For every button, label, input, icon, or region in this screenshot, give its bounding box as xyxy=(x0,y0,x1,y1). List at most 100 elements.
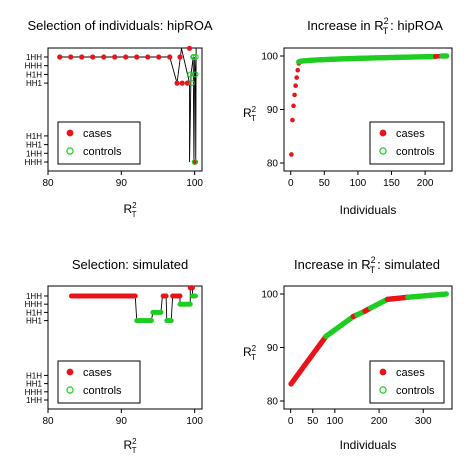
y-tick-label: HHH xyxy=(25,62,43,71)
point-cases xyxy=(156,54,162,60)
point-cases xyxy=(179,80,185,86)
x-axis-label: Individuals xyxy=(340,203,397,217)
x-axis-label: R2 T xyxy=(123,201,137,219)
point-cases xyxy=(177,293,183,299)
point-controls xyxy=(187,71,194,78)
y-tick-label: HH1 xyxy=(26,317,43,326)
y-axis-label: R2 T xyxy=(243,344,257,362)
panel-selection-hiproa: Selection of individuals: hipROA 80 90 100… xyxy=(25,18,213,219)
point-cases xyxy=(123,54,129,60)
x-axis: 0 50 100 200 300 xyxy=(288,409,432,427)
legend-marker-cases xyxy=(379,368,387,376)
legend-box xyxy=(369,360,445,404)
point-cases xyxy=(291,103,296,109)
point-controls xyxy=(158,309,164,315)
x-axis: 0 50 100 150 200 xyxy=(288,171,434,189)
point-controls xyxy=(192,71,199,78)
point-cases xyxy=(177,54,183,60)
x-tick-label: 100 xyxy=(186,416,203,427)
point-controls xyxy=(443,291,449,297)
y-axis: 80 90 100 xyxy=(261,290,284,408)
legend-label-cases: cases xyxy=(83,367,112,379)
point-cases xyxy=(167,54,173,60)
panel-selection-simulated: Selection: simulated 80 90 100 1HHHHHH1HHH… xyxy=(25,257,204,455)
marks xyxy=(289,53,450,157)
y-tick-label: 1HH xyxy=(26,396,42,405)
y-axis-label: R2 T xyxy=(243,105,257,123)
marks xyxy=(288,291,449,387)
legend-label-controls: controls xyxy=(83,385,122,397)
point-cases xyxy=(90,54,96,60)
legend-label-controls: controls xyxy=(396,146,435,158)
y-tick-label: HH1 xyxy=(26,79,43,88)
panel-title: Increase in R2 T: hipROA xyxy=(307,16,443,36)
x-axis: 80 90 100 xyxy=(42,171,203,189)
legend: cases controls xyxy=(369,360,445,404)
y-tick-label: 1HH xyxy=(26,292,42,301)
x-tick-label: 90 xyxy=(116,416,128,427)
y-tick-label: HH1 xyxy=(26,380,43,389)
legend-label-cases: cases xyxy=(396,128,425,140)
point-controls xyxy=(148,318,154,324)
y-tick-label: H1H xyxy=(26,132,42,141)
legend-marker-cases xyxy=(379,129,387,137)
point-cases xyxy=(289,152,294,157)
y-tick-label: 1HH xyxy=(26,149,42,158)
x-axis: 80 90 100 xyxy=(42,409,203,427)
point-cases xyxy=(145,54,151,60)
x-axis-label: Individuals xyxy=(340,438,397,452)
panel-title: Selection of individuals: hipROA xyxy=(28,18,213,33)
y-tick-label: HHH xyxy=(25,158,43,167)
legend-marker-controls xyxy=(66,147,74,155)
y-tick-label: 90 xyxy=(267,343,279,354)
legend-label-controls: controls xyxy=(396,385,435,397)
point-controls xyxy=(190,54,197,60)
y-tick-label: HHH xyxy=(25,388,43,397)
point-cases xyxy=(101,54,107,60)
y-tick-label: 90 xyxy=(267,105,279,116)
x-tick-label: 0 xyxy=(288,416,294,427)
x-tick-label: 200 xyxy=(371,416,388,427)
x-tick-label: 80 xyxy=(42,178,54,189)
legend-marker-controls xyxy=(379,386,387,394)
legend: cases controls xyxy=(57,360,141,404)
y-tick-label: 100 xyxy=(261,290,278,301)
point-cases xyxy=(295,67,301,73)
legend: cases controls xyxy=(57,121,141,165)
y-tick-label: HHH xyxy=(25,300,43,309)
point-controls xyxy=(168,318,174,324)
plot-box xyxy=(47,47,203,172)
x-tick-label: 150 xyxy=(383,178,400,189)
y-tick-label: 80 xyxy=(267,397,279,408)
point-cases xyxy=(132,293,138,299)
point-cases xyxy=(294,75,299,80)
x-tick-label: 100 xyxy=(350,178,367,189)
legend-marker-controls xyxy=(379,147,387,155)
x-tick-label: 90 xyxy=(116,178,128,189)
point-controls xyxy=(188,80,195,87)
point-cases xyxy=(189,285,195,291)
y-tick-label: HH1 xyxy=(26,141,43,150)
point-cases xyxy=(293,83,298,88)
x-axis-label: R2 T xyxy=(123,437,137,455)
legend-box xyxy=(57,121,141,165)
x-tick-label: 0 xyxy=(288,178,294,189)
legend-label-cases: cases xyxy=(396,367,425,379)
x-tick-label: 200 xyxy=(417,178,434,189)
point-cases xyxy=(174,80,180,86)
point-cases xyxy=(134,54,140,60)
y-tick-label: 80 xyxy=(267,159,279,170)
point-controls xyxy=(191,159,198,165)
y-tick-label: H1H xyxy=(26,371,42,380)
panel-title: Increase in R2 T: simulated xyxy=(294,255,440,275)
point-controls xyxy=(192,54,199,60)
y-axis: 80 90 100 xyxy=(261,52,284,170)
y-tick-label: H1H xyxy=(26,308,42,317)
point-cases xyxy=(79,54,85,60)
legend-box xyxy=(57,360,141,404)
x-tick-label: 50 xyxy=(319,178,331,189)
panel-increase-hiproa: Increase in R2 T: hipROA 0 50 100 150 200 80 9… xyxy=(243,16,453,217)
